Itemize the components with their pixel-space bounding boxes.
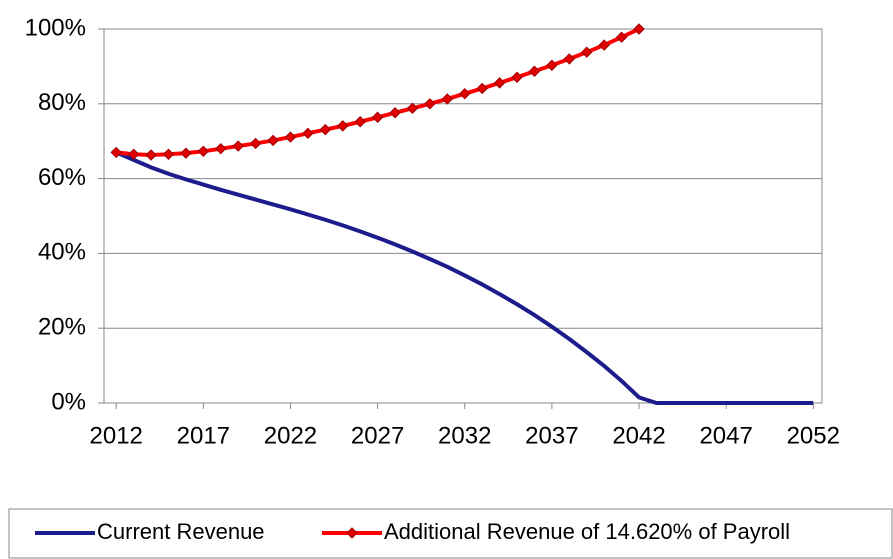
x-tick-label: 2032 <box>438 422 491 449</box>
marker <box>197 145 210 158</box>
series-line <box>115 150 814 405</box>
marker <box>389 107 401 119</box>
series-line <box>115 27 640 158</box>
marker <box>459 87 471 100</box>
marker <box>337 120 349 132</box>
marker <box>127 148 140 160</box>
marker <box>424 98 436 110</box>
marker <box>633 23 645 35</box>
marker <box>302 127 314 140</box>
marker <box>476 82 488 95</box>
plot-border <box>103 28 823 404</box>
marker <box>493 77 506 89</box>
legend-box <box>8 508 893 559</box>
x-tick-label: 2022 <box>264 422 317 449</box>
marker <box>249 137 262 150</box>
x-tick-label: 2017 <box>177 422 230 449</box>
marker <box>598 39 610 51</box>
y-tick-label: 0% <box>51 388 86 415</box>
x-tick-label: 2047 <box>699 422 752 449</box>
marker <box>162 148 175 160</box>
x-tick-label: 2012 <box>90 422 143 449</box>
marker <box>441 93 454 105</box>
y-tick-label: 60% <box>38 164 86 191</box>
marker <box>546 59 558 71</box>
y-tick-label: 40% <box>38 239 86 266</box>
marker <box>354 116 366 128</box>
marker <box>528 65 541 77</box>
legend-marker <box>346 527 358 539</box>
marker <box>563 53 576 65</box>
y-tick-label: 100% <box>25 14 86 41</box>
x-tick-label: 2042 <box>612 422 665 449</box>
y-tick-label: 20% <box>38 314 86 341</box>
x-tick-label: 2037 <box>525 422 578 449</box>
x-tick-label: 2027 <box>351 422 404 449</box>
legend-label: Additional Revenue of 14.620% of Payroll <box>384 519 790 544</box>
marker <box>615 31 628 43</box>
marker <box>371 111 384 123</box>
x-tick-label: 2052 <box>787 422 840 449</box>
marker <box>406 102 419 114</box>
marker <box>319 123 332 136</box>
marker <box>284 131 297 143</box>
marker <box>232 140 244 152</box>
marker <box>180 147 192 159</box>
marker <box>215 142 227 155</box>
y-tick-label: 80% <box>38 89 86 116</box>
marker <box>110 146 122 159</box>
marker <box>581 46 593 58</box>
marker <box>511 71 523 83</box>
legend-label: Current Revenue <box>97 519 265 544</box>
marker <box>267 134 279 147</box>
marker <box>145 149 157 161</box>
